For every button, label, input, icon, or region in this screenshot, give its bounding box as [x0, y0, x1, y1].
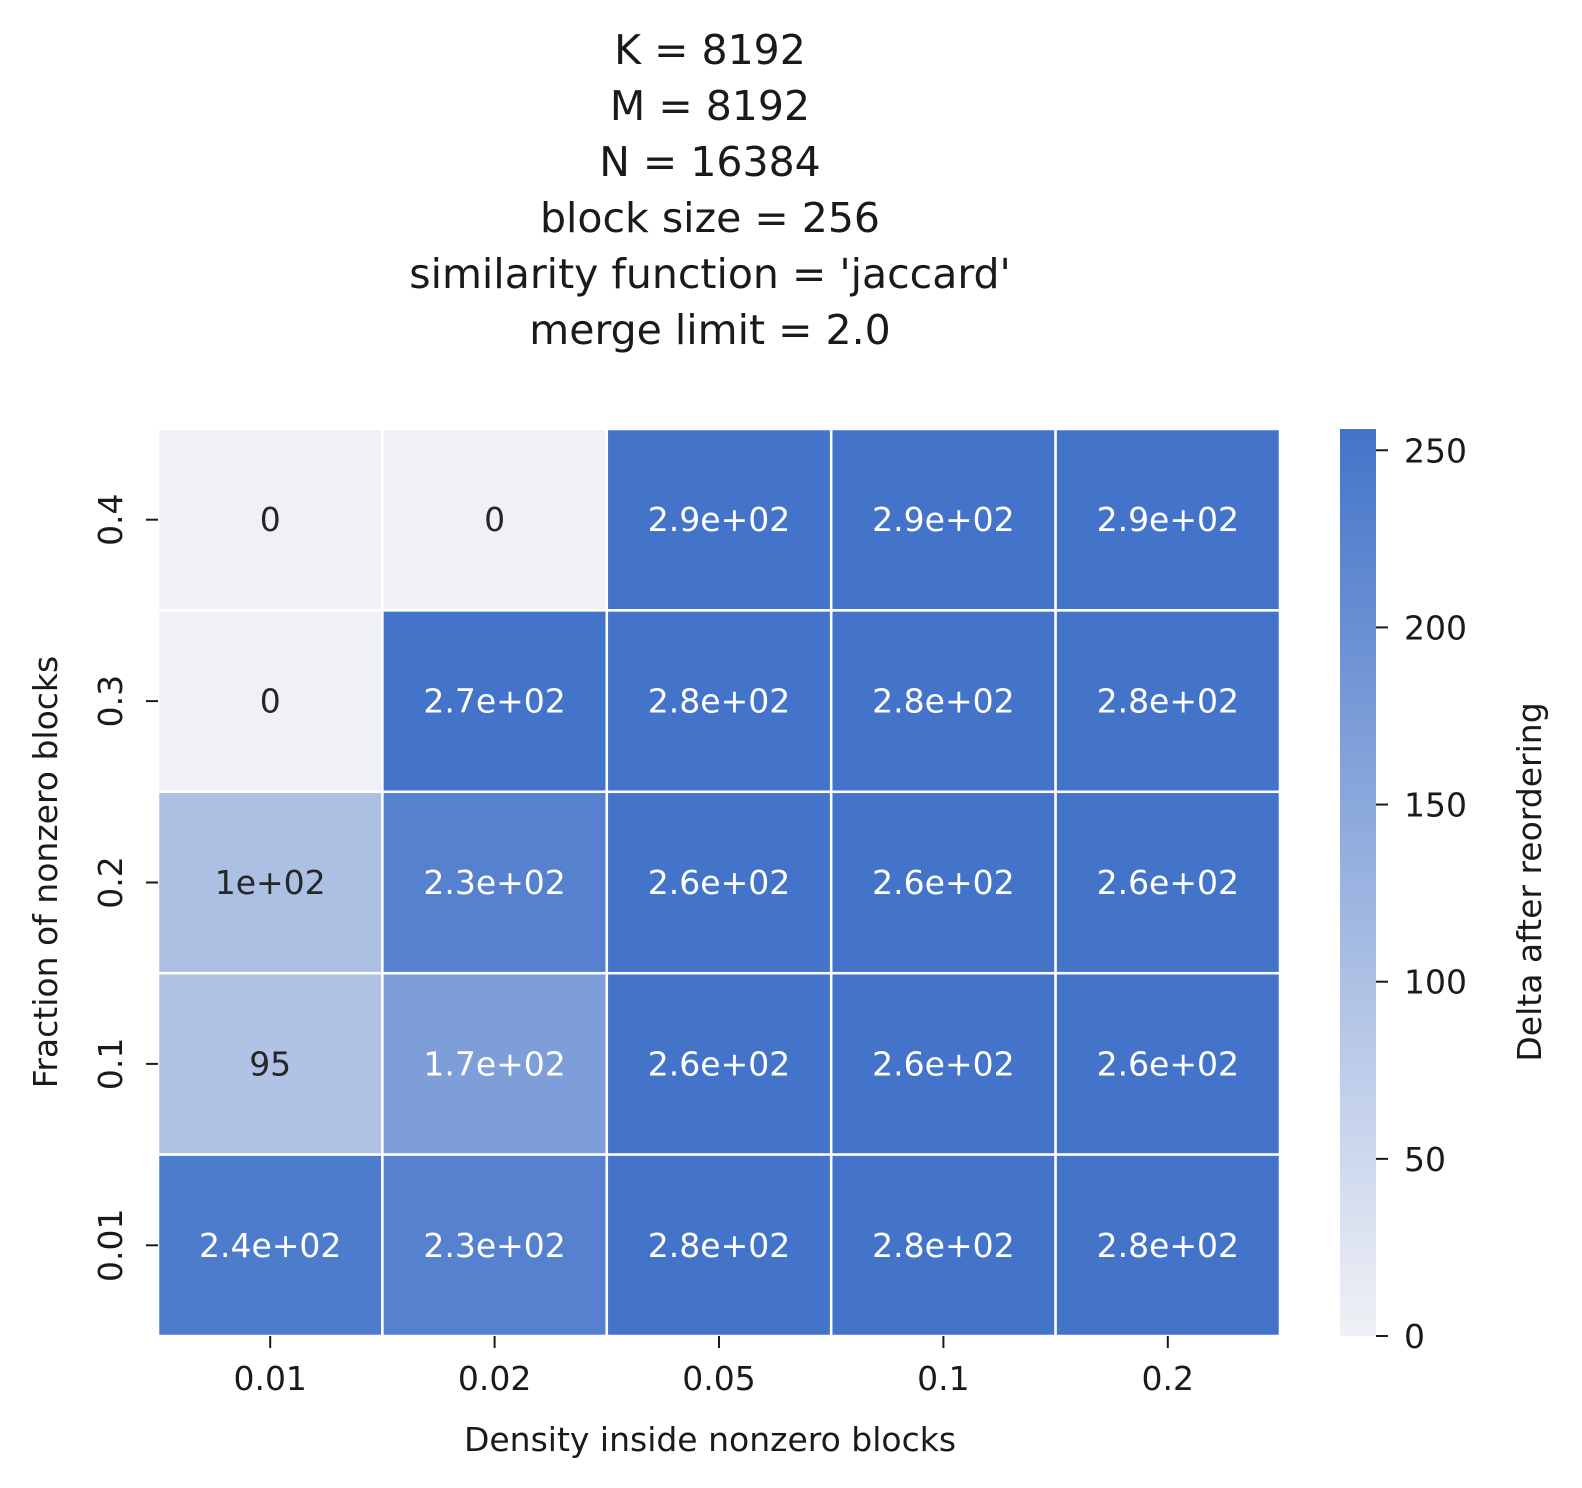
cell-value-label: 95 — [249, 1044, 291, 1083]
cell-value-label: 2.8e+02 — [872, 682, 1014, 721]
colorbar-tick-label: 0 — [1404, 1317, 1425, 1356]
x-tick-label: 0.01 — [233, 1359, 306, 1398]
y-axis-ticks: 0.4 0.3 0.2 0.1 0.01 — [91, 493, 158, 1282]
chart-title: K = 8192 M = 8192 N = 16384 block size =… — [409, 26, 1011, 354]
heatmap-cell — [1054, 609, 1282, 794]
cell-value-label: 0 — [260, 500, 281, 539]
colorbar-label: Delta after reordering — [1510, 702, 1549, 1061]
cell-value-label: 2.3e+02 — [423, 863, 565, 902]
x-tick-label: 0.02 — [458, 1359, 531, 1398]
heatmap-cell — [829, 427, 1057, 612]
cell-value-label: 2.9e+02 — [872, 500, 1014, 539]
cell-value-label: 2.6e+02 — [1097, 1044, 1239, 1083]
cell-value-label: 2.4e+02 — [199, 1226, 341, 1265]
heatmap-cell — [381, 1153, 609, 1338]
cell-value-label: 2.9e+02 — [1097, 500, 1239, 539]
y-axis-label: Fraction of nonzero blocks — [26, 656, 65, 1088]
heatmap-cell — [605, 1153, 833, 1338]
colorbar-tick-label: 100 — [1404, 963, 1467, 1002]
cell-value-label: 2.7e+02 — [423, 682, 565, 721]
cell-value-label: 2.6e+02 — [648, 1044, 790, 1083]
x-tick-label: 0.05 — [682, 1359, 755, 1398]
heatmap-cell — [829, 790, 1057, 975]
colorbar: 0 50 100 150 200 250 Delta after reordering — [1340, 429, 1549, 1356]
title-line-2: M = 8192 — [610, 82, 810, 130]
y-tick-label: 0.01 — [91, 1209, 130, 1282]
cell-value-label: 2.8e+02 — [648, 1226, 790, 1265]
heatmap-cell — [381, 790, 609, 975]
heatmap-cell — [156, 427, 384, 612]
x-axis-label: Density inside nonzero blocks — [464, 1420, 956, 1459]
heatmap-cell — [156, 1153, 384, 1338]
cell-value-label: 2.6e+02 — [872, 863, 1014, 902]
heatmap-cell — [829, 971, 1057, 1156]
heatmap-cell — [605, 609, 833, 794]
cell-value-label: 0 — [260, 682, 281, 721]
cell-value-label: 0 — [484, 500, 505, 539]
y-tick-label: 0.3 — [91, 675, 130, 727]
colorbar-tick-label: 200 — [1404, 608, 1467, 647]
heatmap-cell — [605, 971, 833, 1156]
heatmap-cell — [605, 427, 833, 612]
cell-value-label: 2.6e+02 — [648, 863, 790, 902]
colorbar-tick-label: 250 — [1404, 431, 1467, 470]
cell-value-label: 1e+02 — [215, 863, 326, 902]
x-axis-ticks: 0.01 0.02 0.05 0.1 0.2 — [233, 1336, 1194, 1398]
cell-value-label: 2.8e+02 — [1097, 1226, 1239, 1265]
heatmap-cell — [1054, 1153, 1282, 1338]
y-tick-label: 0.1 — [91, 1038, 130, 1090]
heatmap-cell — [605, 790, 833, 975]
x-tick-label: 0.2 — [1142, 1359, 1194, 1398]
title-line-5: similarity function = 'jaccard' — [409, 250, 1011, 298]
heatmap-cell — [381, 971, 609, 1156]
colorbar-tick-label: 150 — [1404, 786, 1467, 825]
cell-value-label: 2.6e+02 — [1097, 863, 1239, 902]
title-line-4: block size = 256 — [540, 194, 880, 242]
cell-value-label: 2.8e+02 — [1097, 682, 1239, 721]
heatmap-cell — [1054, 971, 1282, 1156]
cell-value-label: 2.3e+02 — [423, 1226, 565, 1265]
cell-value-label: 2.6e+02 — [872, 1044, 1014, 1083]
heatmap-cell — [1054, 427, 1282, 612]
title-line-3: N = 16384 — [599, 138, 821, 186]
cell-value-label: 1.7e+02 — [423, 1044, 565, 1083]
heatmap-cell — [381, 427, 609, 612]
title-line-6: merge limit = 2.0 — [529, 306, 890, 354]
heatmap-cell — [1054, 790, 1282, 975]
y-tick-label: 0.2 — [91, 856, 130, 908]
colorbar-tick-label: 50 — [1404, 1140, 1446, 1179]
cell-value-label: 2.8e+02 — [648, 682, 790, 721]
title-line-1: K = 8192 — [614, 26, 806, 74]
y-tick-label: 0.4 — [91, 493, 130, 545]
x-tick-label: 0.1 — [917, 1359, 969, 1398]
heatmap-cell — [156, 609, 384, 794]
cell-value-label: 2.9e+02 — [648, 500, 790, 539]
heatmap-cells: 0 0 2.9e+02 2.9e+02 2.9e+02 0 2.7e+02 2.8e+02 2.… — [156, 427, 1282, 1338]
colorbar-ticks: 0 50 100 150 200 250 — [1376, 431, 1467, 1356]
colorbar-gradient — [1340, 429, 1376, 1336]
cell-value-label: 2.8e+02 — [872, 1226, 1014, 1265]
